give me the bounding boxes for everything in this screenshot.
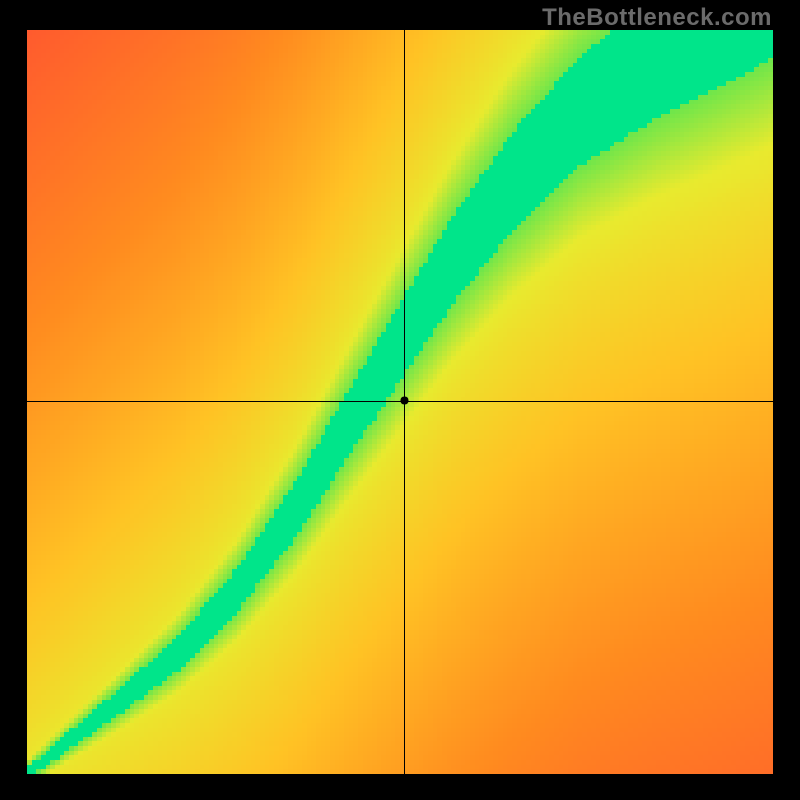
chart-frame: { "watermark": { "text": "TheBottleneck.…: [0, 0, 800, 800]
bottleneck-heatmap: [0, 0, 800, 800]
watermark-text: TheBottleneck.com: [542, 4, 772, 32]
